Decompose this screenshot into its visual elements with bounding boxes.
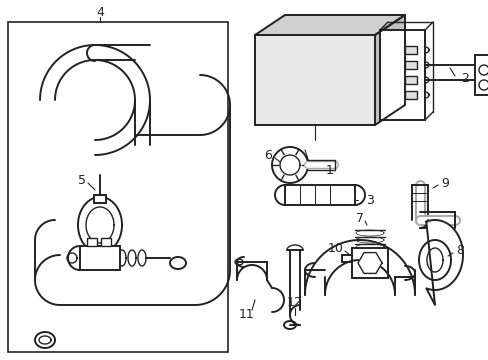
Bar (80, 246, 120, 270)
Text: 11: 11 (239, 309, 254, 321)
Polygon shape (426, 220, 462, 305)
Bar (254, 35, 374, 125)
Bar (94, 195, 106, 203)
Text: 2: 2 (460, 72, 468, 85)
Bar (101, 238, 111, 246)
Bar (379, 30, 424, 120)
Text: 8: 8 (455, 243, 463, 257)
Bar (404, 46, 416, 54)
Bar (474, 55, 488, 95)
Text: 1: 1 (325, 163, 333, 176)
Polygon shape (254, 15, 404, 35)
Text: 12: 12 (286, 296, 302, 309)
Text: 4: 4 (96, 5, 104, 18)
Bar (404, 91, 416, 99)
Bar (8, 22, 227, 352)
Text: 6: 6 (264, 149, 271, 162)
Bar (404, 76, 416, 84)
Polygon shape (374, 15, 404, 125)
Text: 10: 10 (327, 242, 343, 255)
Bar (351, 248, 387, 278)
Bar (285, 185, 354, 205)
Bar (87, 238, 97, 246)
Text: 9: 9 (440, 176, 448, 189)
Text: 3: 3 (366, 194, 373, 207)
Bar (404, 61, 416, 69)
Text: 5: 5 (78, 174, 86, 186)
Text: 7: 7 (355, 212, 363, 225)
Polygon shape (357, 253, 381, 273)
